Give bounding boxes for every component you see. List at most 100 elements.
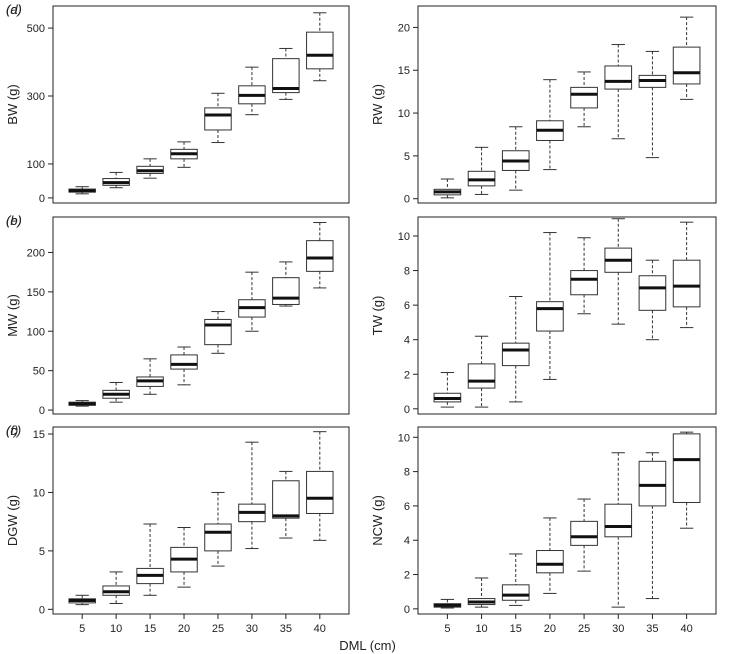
- y-tick-label: 10: [398, 108, 410, 120]
- x-tick-label: 15: [144, 623, 156, 635]
- x-tick-label: 15: [510, 623, 522, 635]
- panel-d: (d) RW (g) 0 5 10 15 20: [6, 2, 717, 206]
- y-tick-label: 150: [27, 287, 45, 299]
- y-axis-title: DGW (g): [5, 495, 20, 546]
- box-30: [604, 44, 633, 140]
- box-40: [672, 221, 701, 329]
- panel-a: (a) BW (g) 0 100 300 500: [5, 2, 350, 205]
- iqr-box: [672, 433, 701, 503]
- iqr-box: [604, 503, 633, 538]
- box-25: [204, 92, 232, 144]
- panel-label: (f): [6, 423, 18, 438]
- y-tick-label: 5: [39, 546, 45, 558]
- y-axis-title: NCW (g): [370, 495, 385, 546]
- iqr-box: [467, 363, 496, 389]
- iqr-box: [306, 470, 334, 514]
- box-30: [238, 66, 266, 116]
- y-axis-title: RW (g): [370, 84, 385, 125]
- box-10: [102, 171, 130, 189]
- y-tick-label: 10: [398, 231, 410, 243]
- y-tick-label: 2: [404, 369, 410, 381]
- box-30: [238, 271, 266, 332]
- iqr-box: [536, 301, 564, 332]
- box-5: [68, 594, 96, 606]
- box-5: [433, 372, 462, 408]
- plot-frame: [417, 426, 717, 615]
- box-15: [501, 295, 530, 403]
- y-tick-label: 15: [398, 65, 410, 77]
- y-tick-label: 10: [33, 487, 45, 499]
- y-tick-label: 10: [398, 432, 410, 444]
- y-tick-label: 100: [27, 326, 45, 338]
- box-25: [570, 237, 598, 315]
- box-20: [536, 517, 564, 594]
- iqr-box: [570, 270, 598, 296]
- y-tick-label: 500: [27, 23, 45, 35]
- iqr-box: [204, 523, 232, 552]
- y-tick-label: 8: [404, 266, 410, 278]
- x-tick-label: 5: [79, 623, 85, 635]
- box-35: [272, 470, 300, 539]
- y-tick-label: 200: [27, 247, 45, 259]
- iqr-box: [204, 318, 232, 346]
- iqr-box: [604, 65, 633, 90]
- box-15: [501, 553, 530, 606]
- y-tick-label: 6: [404, 300, 410, 312]
- box-5: [433, 598, 462, 609]
- iqr-box: [570, 520, 598, 546]
- iqr-box: [536, 550, 564, 574]
- box-25: [204, 311, 232, 354]
- box-5: [433, 178, 462, 199]
- x-tick-label: 20: [544, 623, 556, 635]
- iqr-box: [501, 342, 530, 367]
- panel-f: (f) NCW (g) 0 2 4 6 8 10 5 10 15 20 25 30 35 40: [6, 423, 717, 635]
- x-tick-label: 25: [212, 623, 224, 635]
- box-10: [467, 335, 496, 408]
- x-tick-label: 20: [178, 623, 190, 635]
- y-tick-label: 4: [404, 535, 410, 547]
- x-tick-label: 25: [578, 623, 590, 635]
- plot-frame: [52, 426, 350, 615]
- y-axis-title: TW (g): [370, 296, 385, 336]
- box-40: [672, 16, 701, 100]
- box-20: [170, 141, 198, 168]
- x-axis-title: DML (cm): [339, 638, 396, 653]
- x-tick-label: 30: [246, 623, 258, 635]
- box-20: [536, 232, 564, 380]
- x-tick-label: 40: [680, 623, 692, 635]
- box-5: [68, 186, 96, 195]
- iqr-box: [570, 86, 598, 109]
- box-15: [501, 126, 530, 191]
- box-15: [136, 523, 164, 596]
- panel-label: (c): [6, 423, 21, 438]
- y-tick-label: 6: [404, 501, 410, 513]
- iqr-box: [638, 275, 667, 311]
- box-35: [638, 259, 667, 341]
- iqr-box: [638, 460, 667, 507]
- x-tick-label: 35: [280, 623, 292, 635]
- y-tick-label: 0: [404, 194, 410, 206]
- box-40: [672, 431, 701, 529]
- panel-b: (b) MW (g) 0 50 100 150 200: [5, 213, 350, 417]
- plot-frame: [417, 216, 717, 415]
- y-tick-label: 4: [404, 335, 410, 347]
- x-tick-label: 10: [110, 623, 122, 635]
- box-35: [638, 452, 667, 600]
- y-tick-label: 0: [404, 604, 410, 616]
- iqr-box: [272, 480, 300, 519]
- box-30: [604, 218, 633, 325]
- y-tick-label: 5: [404, 151, 410, 163]
- iqr-box: [204, 107, 232, 131]
- y-tick-label: 300: [27, 91, 45, 103]
- iqr-box: [306, 240, 334, 272]
- box-25: [570, 498, 598, 572]
- panel-e: (e) TW (g) 0 2 4 6 8 10: [6, 213, 717, 416]
- y-tick-label: 15: [33, 429, 45, 441]
- iqr-box: [672, 259, 701, 308]
- box-25: [570, 71, 598, 128]
- iqr-box: [272, 277, 300, 305]
- box-5: [68, 400, 96, 407]
- box-20: [170, 527, 198, 588]
- box-40: [306, 222, 334, 289]
